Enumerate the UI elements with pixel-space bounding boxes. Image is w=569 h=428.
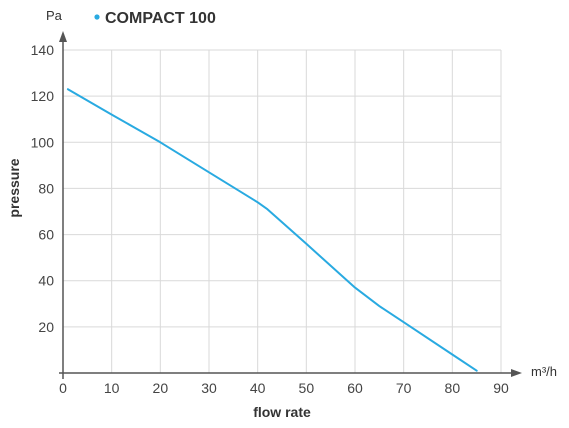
x-tick-label: 60 xyxy=(347,380,363,396)
x-tick-labels: 0 10 20 30 40 50 60 70 80 90 xyxy=(59,380,509,396)
y-axis-title: pressure xyxy=(6,158,22,217)
x-tick-label: 80 xyxy=(445,380,461,396)
y-axis-arrow xyxy=(59,31,67,42)
y-unit-label: Pa xyxy=(46,8,63,23)
x-tick-label: 70 xyxy=(396,380,412,396)
x-tick-label: 30 xyxy=(201,380,217,396)
chart-axes xyxy=(59,31,522,379)
x-tick-label: 40 xyxy=(250,380,266,396)
x-axis-arrow xyxy=(511,369,522,377)
y-tick-labels: 20 40 60 80 100 120 140 xyxy=(31,42,55,335)
legend-label: COMPACT 100 xyxy=(105,10,216,27)
x-tick-label: 10 xyxy=(104,380,120,396)
chart-grid xyxy=(63,49,502,373)
y-tick-label: 20 xyxy=(38,319,54,335)
y-tick-label: 60 xyxy=(38,227,54,243)
x-tick-label: 20 xyxy=(153,380,169,396)
x-tick-label: 0 xyxy=(59,380,67,396)
y-tick-label: 40 xyxy=(38,273,54,289)
x-unit-label: m³/h xyxy=(531,364,557,379)
y-tick-label: 140 xyxy=(31,42,55,58)
legend: COMPACT 100 xyxy=(94,10,216,27)
x-tick-label: 50 xyxy=(299,380,315,396)
chart-series xyxy=(66,88,478,372)
y-tick-label: 120 xyxy=(31,88,55,104)
x-axis-title: flow rate xyxy=(253,404,311,420)
y-tick-label: 80 xyxy=(38,180,54,196)
y-tick-label: 100 xyxy=(31,134,55,150)
x-tick-label: 90 xyxy=(493,380,509,396)
series-line xyxy=(66,88,478,372)
legend-marker xyxy=(94,14,100,20)
